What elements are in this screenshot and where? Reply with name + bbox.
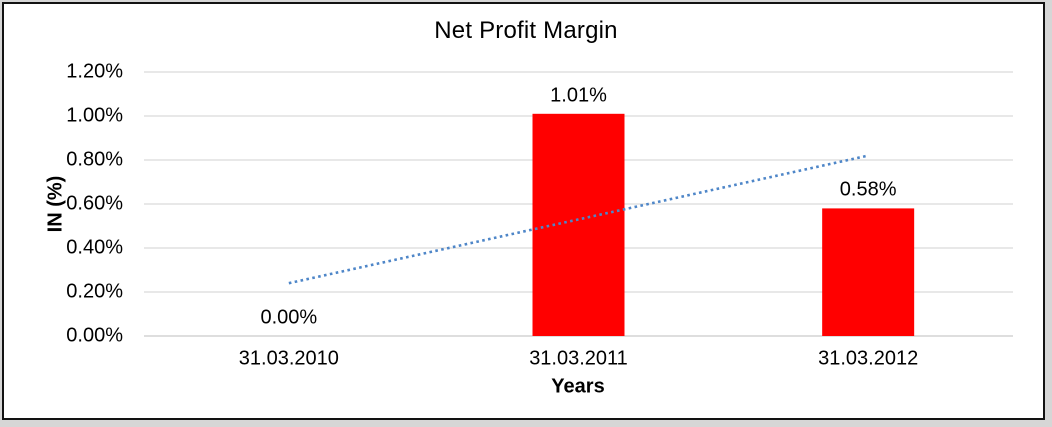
y-tick-label: 0.60%	[66, 192, 123, 215]
x-category-label: 31.03.2012	[818, 347, 919, 370]
x-category-label: 31.03.2011	[529, 347, 628, 370]
y-tick-label: 0.80%	[66, 148, 123, 171]
bar-data-label: 0.00%	[260, 306, 318, 329]
y-tick-label: 1.00%	[66, 104, 123, 127]
y-tick-label: 1.20%	[66, 60, 123, 83]
bar-data-label: 1.01%	[550, 84, 607, 107]
y-tick-label: 0.20%	[66, 280, 123, 303]
y-tick-label: 0.00%	[66, 324, 123, 347]
y-tick-label: 0.40%	[66, 236, 123, 259]
bar-data-label: 0.58%	[839, 178, 897, 201]
x-axis-title: Years	[551, 375, 605, 398]
chart-title: Net Profit Margin	[434, 17, 618, 44]
x-category-label: 31.03.2010	[238, 347, 339, 370]
y-axis-title: IN (%)	[44, 175, 67, 233]
